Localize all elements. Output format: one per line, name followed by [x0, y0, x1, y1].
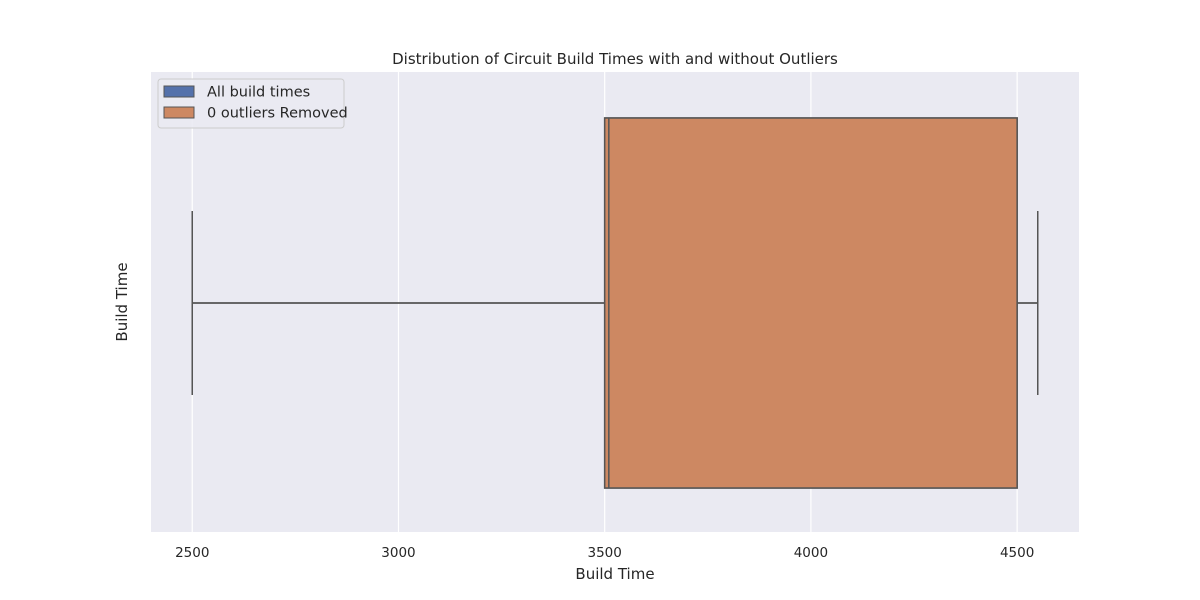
- legend-swatch: [163, 106, 195, 119]
- legend-label: 0 outliers Removed: [207, 106, 348, 122]
- chart-title: Distribution of Circuit Build Times with…: [392, 50, 838, 68]
- legend: All build times 0 outliers Removed: [157, 78, 348, 129]
- iqr-box: [603, 117, 1018, 489]
- x-tick-label: 3500: [588, 545, 622, 561]
- legend-label: All build times: [207, 85, 310, 101]
- y-axis-label: Build Time: [113, 262, 131, 341]
- x-tick-label: 2500: [175, 545, 209, 561]
- legend-swatch: [163, 85, 195, 98]
- legend-frame: [157, 78, 345, 129]
- box-plot-layer: [191, 117, 1039, 489]
- x-tick-label: 3000: [381, 545, 415, 561]
- x-tick-labels: 2500 3000 3500 4000 4500: [175, 545, 1034, 561]
- x-tick-label: 4000: [794, 545, 828, 561]
- x-axis-label: Build Time: [575, 565, 654, 583]
- box-series: [191, 117, 1039, 489]
- x-tick-label: 4500: [1000, 545, 1034, 561]
